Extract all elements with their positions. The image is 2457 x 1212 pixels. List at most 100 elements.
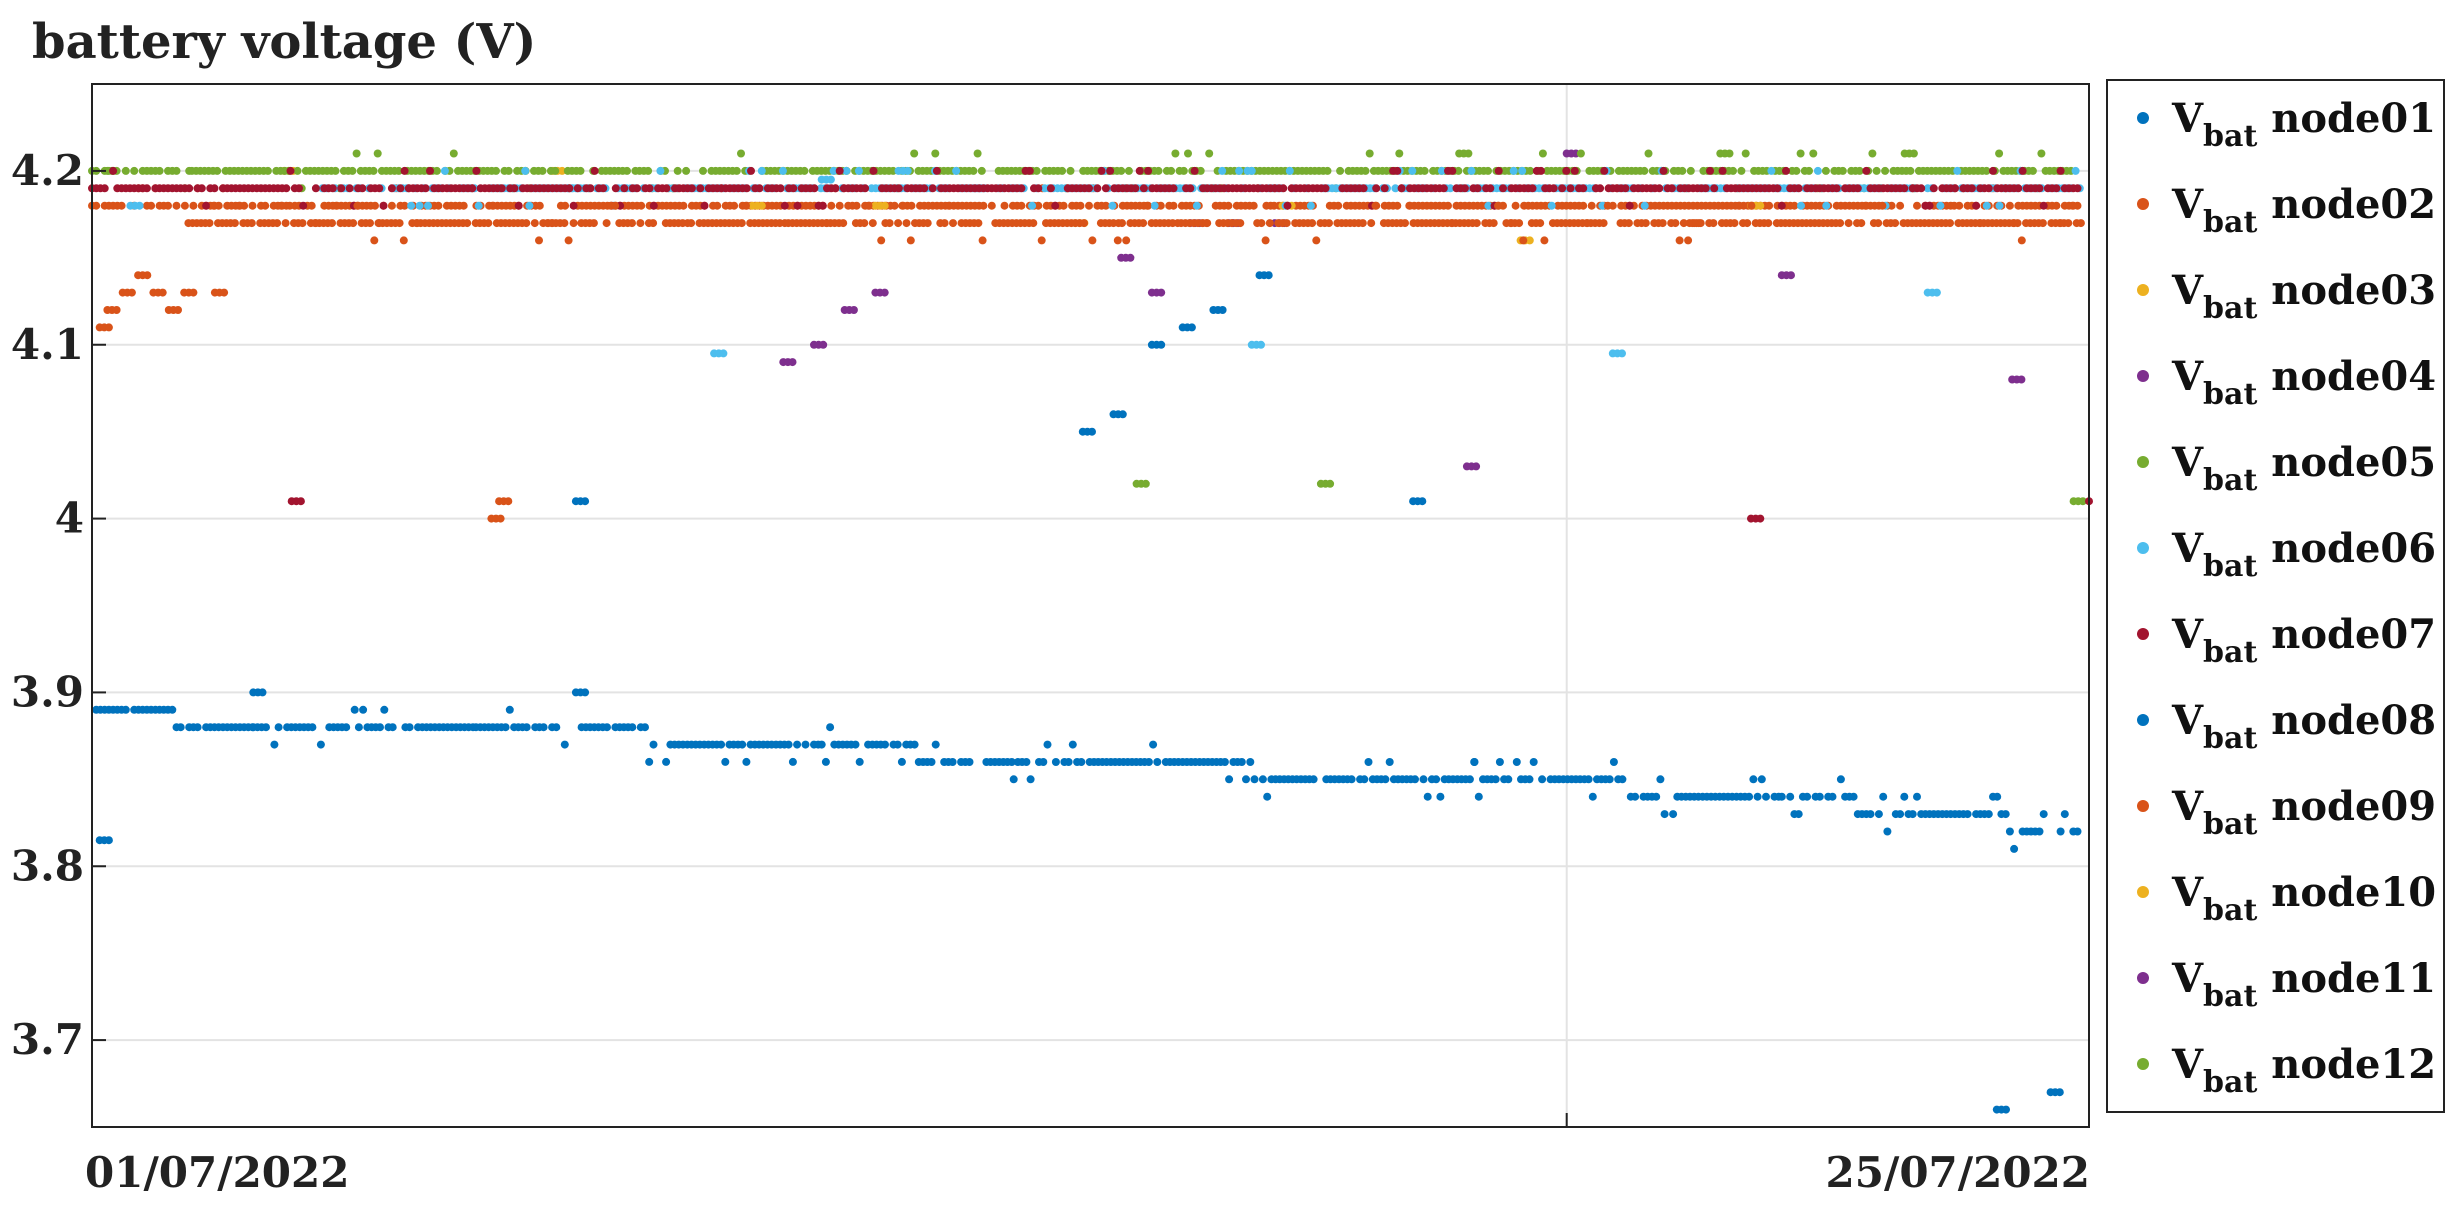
data-point [400, 166, 409, 175]
data-point [2028, 166, 2037, 175]
data-point [235, 201, 244, 210]
data-point [679, 201, 688, 210]
data-point [1701, 184, 1710, 193]
data-point [2055, 1088, 2064, 1097]
data-point [1908, 810, 1917, 819]
data-point [1247, 166, 1256, 175]
data-point [821, 757, 830, 766]
data-point [274, 723, 283, 732]
data-point [158, 288, 167, 297]
data-point [1917, 184, 1926, 193]
data-point [742, 757, 751, 766]
data-point [1896, 201, 1905, 210]
data-point [1059, 201, 1068, 210]
data-point [831, 184, 840, 193]
legend-marker [2137, 370, 2149, 382]
data-point [504, 166, 513, 175]
data-point [247, 219, 256, 228]
data-point [1246, 758, 1255, 766]
data-point [1037, 236, 1046, 245]
data-point [1365, 149, 1374, 158]
data-point [1743, 219, 1752, 228]
legend-entry: Vbat node08 [2171, 697, 2436, 756]
data-point [358, 184, 367, 193]
data-point [1372, 184, 1381, 193]
data-point [1448, 166, 1457, 175]
data-point [1667, 184, 1676, 193]
data-point [1526, 166, 1535, 175]
data-point [1671, 219, 1680, 228]
data-point [1367, 219, 1376, 228]
data-point [1484, 201, 1493, 210]
data-point [1068, 740, 1077, 749]
data-point [1874, 219, 1883, 228]
plot-frame [91, 83, 2090, 1128]
data-point [538, 166, 547, 175]
data-point [1108, 201, 1117, 210]
data-point [2035, 827, 2044, 836]
data-point [1283, 201, 1292, 210]
data-point [1109, 219, 1118, 228]
data-point [628, 723, 637, 732]
data-point [1515, 219, 1524, 228]
data-point [1913, 792, 1921, 801]
data-point [388, 723, 397, 732]
legend-marker [2137, 112, 2149, 124]
data-point [826, 723, 835, 732]
data-point [1879, 792, 1888, 801]
data-point [1157, 340, 1166, 349]
data-point [880, 201, 889, 210]
data-point [1225, 775, 1234, 784]
data-point [906, 236, 915, 245]
data-point [387, 201, 396, 210]
data-point [633, 184, 641, 193]
data-point [1312, 236, 1321, 245]
data-point [1154, 166, 1163, 175]
data-point [459, 201, 468, 210]
data-point [948, 758, 957, 766]
data-point [130, 166, 139, 175]
data-point [387, 184, 396, 193]
data-point [474, 201, 483, 210]
data-point [649, 740, 658, 749]
data-point [2005, 201, 2014, 210]
data-point [1764, 219, 1773, 228]
data-point [1900, 184, 1909, 193]
legend-entry: Vbat node09 [2171, 783, 2436, 842]
data-point [415, 201, 424, 210]
data-point [581, 688, 590, 697]
legend-entry: Vbat node06 [2171, 525, 2436, 584]
data-point [366, 219, 374, 228]
data-point [641, 723, 649, 732]
data-point [894, 219, 903, 228]
data-point [2038, 219, 2047, 228]
data-point [1745, 792, 1754, 801]
data-point [1896, 810, 1905, 819]
legend-marker [2137, 628, 2149, 640]
data-point [569, 201, 578, 210]
data-point [1034, 184, 1043, 193]
data-point [1106, 166, 1115, 175]
data-point [1051, 201, 1060, 210]
data-point [1046, 184, 1055, 193]
data-point [1878, 201, 1887, 210]
y-tick-label: 3.8 [11, 841, 84, 890]
data-point [1618, 775, 1627, 784]
data-point [1570, 166, 1579, 175]
legend: Vbat node01 Vbat node02 Vbat node03 Vbat no… [2106, 79, 2445, 1113]
data-point [1411, 775, 1419, 784]
data-point [525, 201, 534, 210]
data-point [104, 323, 113, 332]
data-point [185, 184, 194, 193]
data-point [1285, 166, 1294, 175]
data-point [2052, 201, 2061, 210]
data-point [1786, 792, 1795, 801]
data-point [1085, 184, 1093, 193]
chart-title: battery voltage (V) [32, 14, 536, 70]
data-point [1113, 236, 1122, 245]
data-point [881, 740, 889, 749]
data-point [375, 184, 384, 193]
data-point [1474, 792, 1483, 801]
data-point [1813, 166, 1822, 175]
data-point [1669, 810, 1678, 819]
